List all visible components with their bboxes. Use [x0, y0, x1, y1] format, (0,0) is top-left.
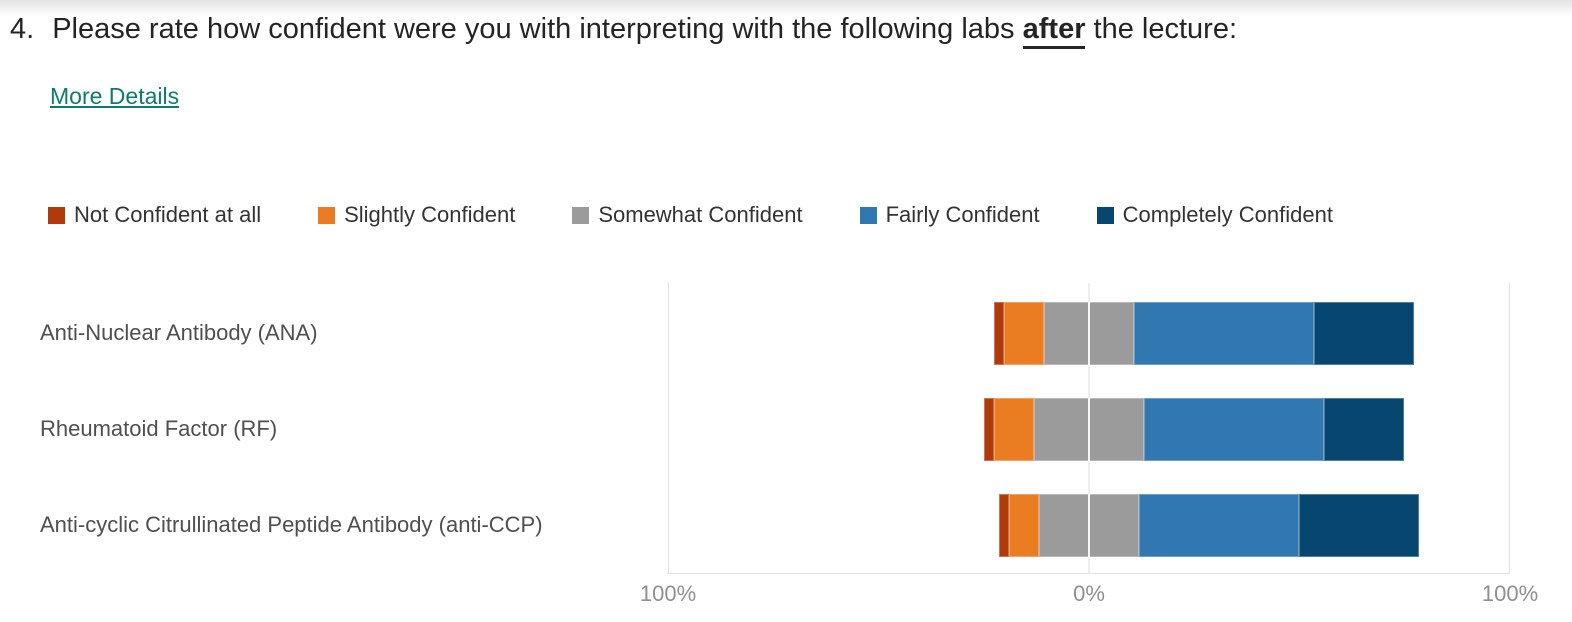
legend-item-label: Fairly Confident	[885, 202, 1040, 227]
legend-item-fairly-confident: Fairly Confident	[859, 202, 1040, 228]
legend-item-label: Slightly Confident	[344, 202, 516, 227]
zero-line-overlay	[1088, 398, 1090, 461]
bar-segment-fairly-confident[interactable]	[1138, 494, 1299, 557]
legend-item-completely-confident: Completely Confident	[1096, 202, 1333, 228]
bar-segment-completely-confident[interactable]	[1299, 494, 1420, 557]
bar-row-anti-nuclear-antibody-ana	[669, 302, 1509, 365]
bar-segment-fairly-confident[interactable]	[1133, 302, 1315, 365]
more-details-link[interactable]: More Details	[50, 83, 180, 109]
legend-item-label: Somewhat Confident	[598, 202, 803, 227]
bar-segment-slightly-confident[interactable]	[1009, 494, 1039, 557]
bar-segment-completely-confident[interactable]	[1314, 302, 1415, 365]
question-text-prefix: Please rate how confident were you with …	[52, 13, 1023, 45]
chart-plot-area	[668, 283, 1510, 574]
bar-segment-completely-confident[interactable]	[1324, 398, 1404, 461]
bar-segment-fairly-confident[interactable]	[1144, 398, 1325, 461]
bar-segment-slightly-confident[interactable]	[994, 398, 1034, 461]
legend-item-not-confident-at-all: Not Confident at all	[48, 202, 261, 228]
question-text-emphasis: after	[1022, 13, 1086, 49]
chart-legend: Not Confident at all Slightly Confident So…	[48, 202, 1333, 228]
top-gradient-divider	[0, 0, 1572, 16]
legend-item-slightly-confident: Slightly Confident	[318, 202, 515, 228]
legend-item-label: Completely Confident	[1122, 202, 1333, 227]
x-axis-tick-0: 100%	[639, 581, 697, 606]
zero-line-overlay	[1088, 494, 1090, 557]
category-label-rheumatoid-factor-rf: Rheumatoid Factor (RF)	[40, 416, 278, 441]
zero-line-overlay	[1088, 302, 1090, 365]
bar-row-rheumatoid-factor-rf	[669, 398, 1509, 461]
legend-swatch-icon	[1096, 206, 1114, 224]
x-axis-tick-1: 0%	[1073, 581, 1105, 606]
category-label-anti-cyclic-citrullinated-pept: Anti-cyclic Citrullinated Peptide Antibo…	[40, 512, 543, 537]
legend-swatch-icon	[572, 206, 590, 224]
bar-segment-not-confident-at-all[interactable]	[999, 494, 1010, 557]
bar-segment-not-confident-at-all[interactable]	[984, 398, 995, 461]
question-title: 4. Please rate how confident were you wit…	[10, 10, 1550, 49]
legend-swatch-icon	[318, 206, 336, 224]
bar-row-anti-cyclic-citrullinated-pept	[669, 494, 1509, 557]
x-axis-tick-2: 100%	[1481, 581, 1539, 606]
question-number: 4.	[10, 13, 35, 45]
category-label-anti-nuclear-antibody-ana: Anti-Nuclear Antibody (ANA)	[40, 320, 318, 345]
bar-segment-slightly-confident[interactable]	[1004, 302, 1045, 365]
legend-swatch-icon	[48, 206, 65, 224]
legend-item-somewhat-confident: Somewhat Confident	[572, 202, 803, 228]
legend-swatch-icon	[859, 206, 877, 224]
question-text-suffix: the lecture:	[1085, 13, 1238, 45]
bar-segment-not-confident-at-all[interactable]	[994, 302, 1005, 365]
legend-item-label: Not Confident at all	[74, 202, 262, 227]
likert-diverging-bar-chart: Anti-Nuclear Antibody (ANA) Rheumatoid Fa…	[0, 283, 1572, 622]
